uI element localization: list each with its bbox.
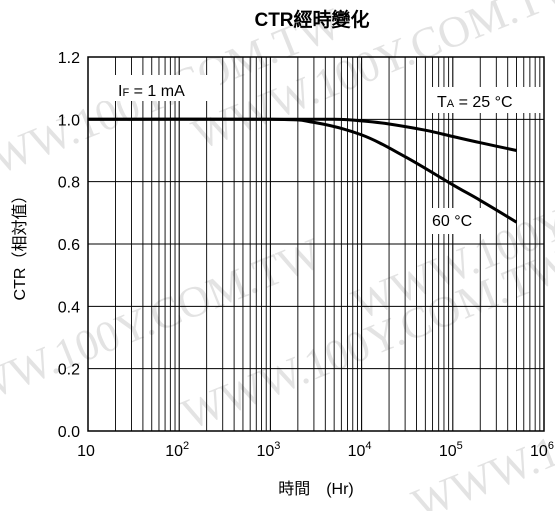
x-tick-label: 102 xyxy=(165,440,189,460)
annotation-if-bg xyxy=(94,75,220,101)
annotation-ta-bg xyxy=(432,87,542,113)
y-tick-labels: 0.0 0.2 0.4 0.6 0.8 1.0 1.2 xyxy=(58,50,80,441)
plot-frame xyxy=(87,56,545,432)
series-line-60c xyxy=(87,117,518,224)
annotation-if: IF = 1 mA xyxy=(118,83,185,100)
series-line-ta-25c xyxy=(88,117,517,152)
y-axis-label: CTR（相対值） xyxy=(11,188,29,301)
annotation-60c: 60 °C xyxy=(432,213,472,230)
y-tick-label: 0.0 xyxy=(58,424,80,441)
x-tick-label: 106 xyxy=(530,440,554,460)
x-tick-label: 105 xyxy=(439,440,463,460)
grid xyxy=(88,57,544,431)
y-tick-label: 0.6 xyxy=(58,237,80,254)
y-tick-label: 1.2 xyxy=(58,50,80,67)
chart-title: CTR經時變化 xyxy=(254,8,369,31)
y-tick-label: 1.0 xyxy=(58,112,80,129)
y-tick-label: 0.8 xyxy=(58,175,80,192)
y-tick-label: 0.4 xyxy=(58,299,80,316)
x-axis-label: 時間 (Hr) xyxy=(278,480,354,498)
annotation-60c-bg xyxy=(428,208,488,234)
x-tick-label: 10 xyxy=(77,443,95,460)
x-tick-label: 104 xyxy=(348,440,372,460)
series-lines xyxy=(87,117,518,224)
y-tick-label: 0.2 xyxy=(58,362,80,379)
x-tick-labels: 10 102 103 104 105 106 xyxy=(77,440,554,460)
annotation-ta: TA = 25 °C xyxy=(437,94,513,111)
x-tick-label: 103 xyxy=(256,440,280,460)
